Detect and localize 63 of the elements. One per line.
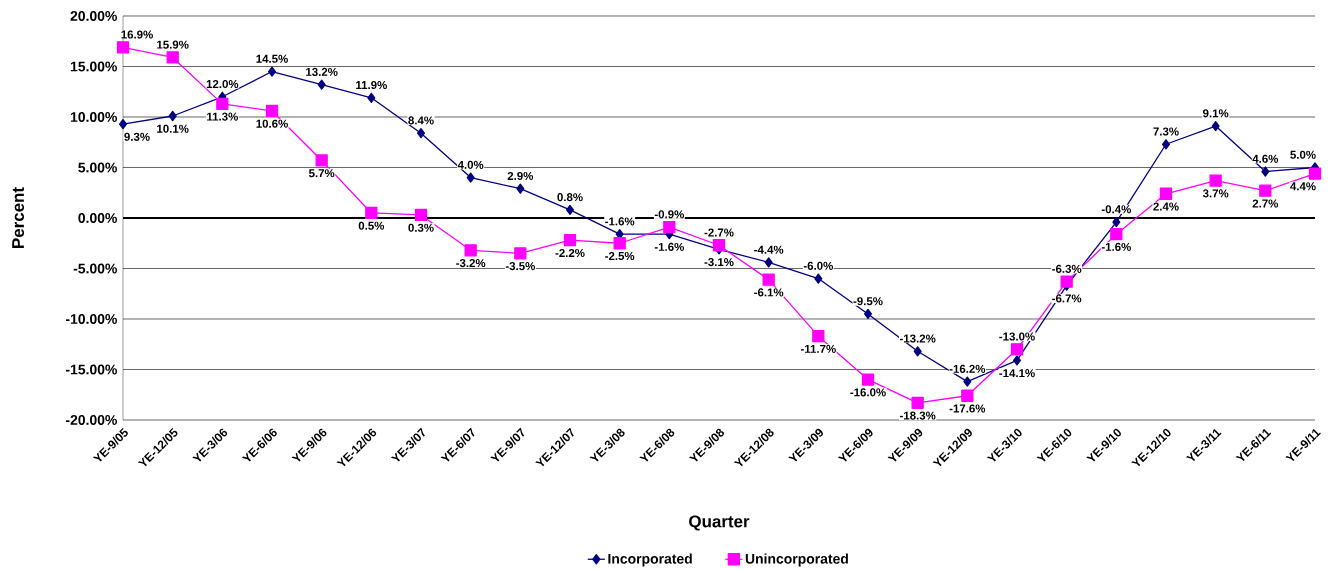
data-label: 10.1% — [157, 124, 189, 133]
legend-label: Incorporated — [608, 553, 692, 567]
data-label: -0.4% — [1101, 205, 1131, 214]
x-axis-title: Quarter — [689, 515, 750, 531]
data-label: 12.0% — [206, 79, 239, 89]
y-tick-label: 0.00% — [78, 213, 117, 223]
data-label: -2.2% — [555, 248, 585, 257]
y-tick-label: -10.00% — [65, 314, 117, 324]
data-label: -1.6% — [1101, 242, 1131, 251]
y-tick-label: 20.00% — [70, 11, 117, 21]
data-label: 0.8% — [557, 193, 583, 202]
data-label: 9.1% — [1202, 109, 1229, 118]
data-label: -6.7% — [1052, 294, 1082, 303]
y-tick-label: 15.00% — [70, 61, 117, 72]
data-label: 10.6% — [256, 119, 288, 128]
data-label: 11.3% — [207, 112, 238, 121]
data-label: -9.5% — [853, 297, 883, 306]
data-label: -0.9% — [654, 210, 684, 219]
data-label: -6.1% — [754, 288, 784, 297]
data-label: 15.9% — [157, 40, 189, 49]
data-label: -3.1% — [704, 257, 734, 267]
data-label: 7.3% — [1153, 127, 1179, 136]
data-label: 14.5% — [256, 54, 288, 63]
data-label: -1.6% — [605, 217, 635, 226]
y-tick-label: -5.00% — [73, 263, 117, 274]
data-label: -4.4% — [754, 245, 784, 254]
data-label: 2.9% — [507, 171, 534, 180]
data-label: 4.6% — [1252, 154, 1279, 163]
data-label: -3.2% — [456, 259, 486, 268]
data-label: -16.0% — [850, 388, 886, 397]
y-axis-title: Percent — [12, 187, 25, 248]
y-tick-label: -15.00% — [65, 364, 117, 375]
data-label: -16.2% — [949, 364, 986, 373]
data-label: 16.9% — [121, 30, 153, 39]
data-label: 2.4% — [1153, 202, 1179, 211]
data-label: 5.0% — [1290, 150, 1316, 159]
y-tick-label: 10.00% — [70, 112, 117, 122]
data-label: -18.3% — [899, 411, 936, 420]
data-label: 11.9% — [356, 80, 387, 90]
data-label: -2.7% — [704, 228, 734, 237]
data-label: 5.7% — [308, 169, 335, 178]
data-label: -3.5% — [505, 262, 535, 271]
data-label: -1.6% — [654, 242, 684, 251]
data-label: 13.2% — [306, 67, 338, 76]
legend-label: Unincorporated — [745, 553, 848, 567]
data-label: 3.7% — [1202, 189, 1229, 198]
data-label: 8.4% — [408, 116, 434, 125]
data-label: -11.7% — [800, 344, 836, 353]
data-label: -6.0% — [803, 261, 833, 270]
data-label: 2.7% — [1252, 199, 1279, 208]
data-label: -17.6% — [949, 404, 986, 413]
data-label: -13.2% — [899, 334, 936, 343]
data-label: 4.0% — [457, 160, 484, 169]
data-label: -2.5% — [605, 251, 635, 261]
data-label: 9.3% — [124, 132, 150, 141]
y-tick-label: -20.00% — [65, 415, 117, 425]
data-label: -13.0% — [999, 332, 1035, 341]
data-label: 4.4% — [1290, 182, 1316, 191]
y-tick-label: 5.00% — [78, 162, 117, 173]
data-label: -6.3% — [1052, 264, 1082, 273]
data-label: 0.5% — [358, 221, 385, 230]
data-label: 0.3% — [408, 223, 434, 232]
data-label: -14.1% — [999, 369, 1035, 378]
